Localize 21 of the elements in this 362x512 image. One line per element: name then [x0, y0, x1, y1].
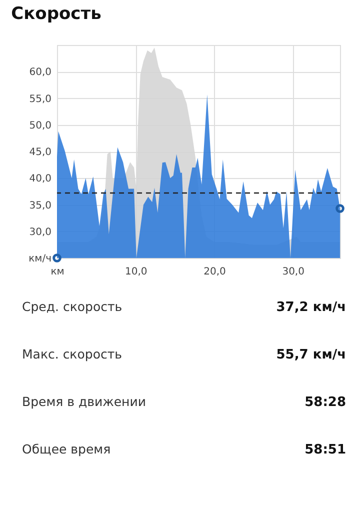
text: 58:51: [304, 442, 346, 458]
x-tick-label: 20,0: [204, 266, 226, 278]
y-tick-label: 45,0: [29, 147, 52, 158]
text: Время в движении: [22, 394, 146, 409]
text: 55,7 км/ч: [276, 347, 346, 362]
y-tick-label: 50,0: [29, 120, 52, 132]
text: Сред. скорость: [22, 298, 122, 314]
text: Общее время: [22, 441, 111, 456]
text: 37,2 км/ч: [276, 300, 346, 315]
y-tick-label: 35,0: [29, 200, 52, 212]
x-tick-label: км: [50, 266, 64, 278]
y-tick-label: 40,0: [29, 174, 52, 185]
y-tick-label: км/ч: [28, 254, 52, 264]
y-tick-label: 30,0: [29, 226, 52, 238]
text: 58:28: [304, 394, 346, 410]
chart-title: Скорость: [11, 4, 102, 24]
x-tick-label: 30,0: [282, 266, 304, 278]
text: Макс. скорость: [22, 346, 122, 362]
y-tick-label: 60,0: [29, 67, 52, 78]
y-tick-label: 55,0: [29, 94, 52, 105]
x-tick-label: 10,0: [124, 266, 148, 278]
